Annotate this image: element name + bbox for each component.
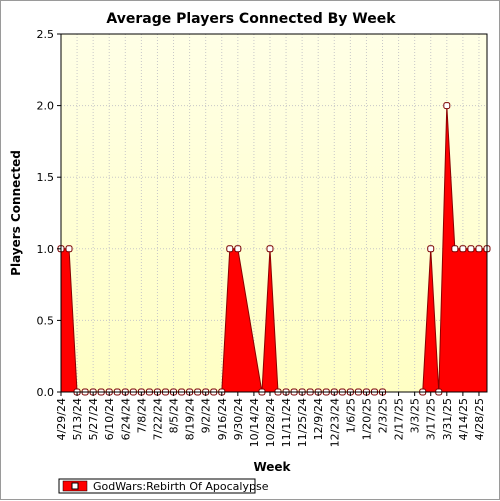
x-tick-label: 6/10/24 [103, 398, 116, 440]
data-point-marker [266, 245, 274, 253]
x-tick-label: 7/8/24 [135, 398, 148, 433]
x-tick-label: 10/14/24 [248, 398, 261, 447]
x-tick-label: 8/5/24 [168, 398, 181, 433]
plot-border [60, 33, 488, 393]
x-tick-label: 3/17/25 [425, 398, 438, 440]
x-tick-label: 3/3/25 [409, 398, 422, 433]
y-axis-title: Players Connected [9, 150, 23, 276]
y-tick-label: 1.5 [37, 171, 55, 184]
x-tick-label: 6/24/24 [119, 398, 132, 440]
data-point-marker [234, 245, 242, 253]
data-point-marker [226, 245, 234, 253]
x-tick-label: 8/19/24 [184, 398, 197, 440]
x-tick-label: 2/17/25 [393, 398, 406, 440]
x-tick-label: 1/6/25 [344, 398, 357, 433]
data-point-marker [459, 245, 467, 253]
data-point-marker [467, 245, 475, 253]
y-tick-label: 1.0 [37, 243, 55, 256]
x-tick-label: 4/14/25 [457, 398, 470, 440]
x-tick-label: 9/16/24 [216, 398, 229, 440]
series-area-fill [61, 105, 487, 392]
x-tick-label: 12/9/24 [312, 398, 325, 440]
x-tick-label: 4/29/24 [55, 398, 68, 440]
legend: GodWars:Rebirth Of Apocalypse [58, 478, 269, 494]
y-tick-label: 2.0 [37, 100, 55, 113]
x-axis-ticks: 4/29/24 5/13/24 5/27/24 6/10/24 6/24/24 7/8/2… [55, 392, 486, 447]
x-axis-title: Week [253, 460, 291, 474]
x-tick-label: 7/22/24 [151, 398, 164, 440]
x-tick-label: 5/13/24 [71, 398, 84, 440]
x-tick-label: 5/27/24 [87, 398, 100, 440]
data-point-marker [65, 245, 73, 253]
data-point-marker [427, 245, 435, 253]
x-tick-label: 9/2/24 [200, 398, 213, 433]
data-point-marker [475, 245, 483, 253]
x-tick-label: 12/23/24 [328, 398, 341, 447]
x-tick-label: 9/30/24 [232, 398, 245, 440]
y-tick-label: 2.5 [37, 28, 55, 41]
x-tick-label: 11/11/24 [280, 398, 293, 447]
x-tick-label: 3/31/25 [441, 398, 454, 440]
x-tick-label: 1/20/25 [360, 398, 373, 440]
legend-box [58, 478, 256, 494]
data-point-marker [443, 102, 451, 110]
x-tick-label: 10/28/24 [264, 398, 277, 447]
legend-label: GodWars:Rebirth Of Apocalypse [93, 480, 269, 493]
y-tick-label: 0.5 [37, 314, 55, 327]
legend-marker [71, 482, 79, 490]
x-tick-label: 2/3/25 [377, 398, 390, 433]
chart-title: Average Players Connected By Week [106, 11, 396, 27]
x-tick-label: 11/25/24 [296, 398, 309, 447]
y-axis-ticks: 0.0 0.5 1.0 1.5 2.0 2.5 [37, 28, 61, 399]
x-tick-label: 4/28/25 [473, 398, 486, 440]
series-markers [57, 33, 491, 396]
y-tick-label: 0.0 [37, 386, 55, 399]
data-point-marker [451, 245, 459, 253]
